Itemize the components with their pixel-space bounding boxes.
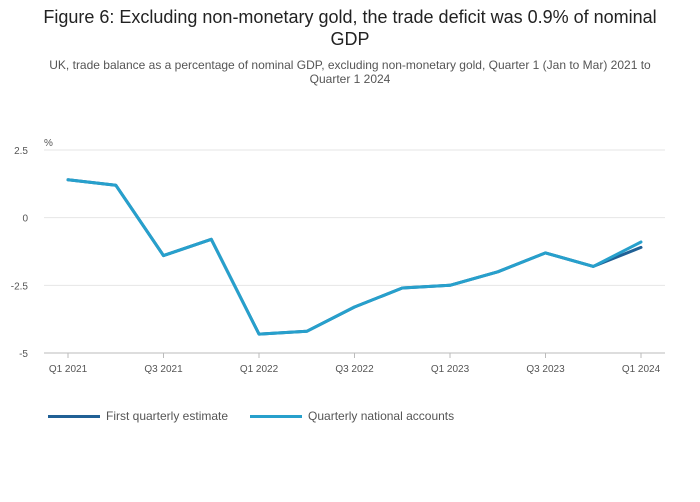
legend-label-quarterly-accounts: Quarterly national accounts [308,409,455,423]
legend: First quarterly estimate Quarterly natio… [48,409,476,423]
y-tick-label: -5 [19,349,28,360]
legend-label-first-estimate: First quarterly estimate [106,409,229,423]
x-tick-label: Q1 2024 [622,364,661,375]
x-tick-label: Q1 2023 [431,364,470,375]
series-line-1 [66,178,643,336]
legend-swatch-first-estimate [48,414,100,418]
x-tick-label: Q1 2021 [49,364,88,375]
y-tick-label: 0 [22,214,28,225]
legend-item-quarterly-accounts[interactable]: Quarterly national accounts [250,409,454,423]
y-axis-unit-label: % [44,138,53,149]
y-tick-label: -2.5 [11,281,29,292]
line-chart: 2.5 0 -2.5 -5% Q1 2021 Q3 2021 Q1 2022 Q3 2022 Q… [11,138,665,375]
chart-title: Figure 6: Excluding non-monetary gold, t… [43,7,657,49]
x-tick-label: Q3 2023 [526,364,565,375]
x-tick-label: Q3 2022 [335,364,374,375]
legend-item-first-estimate[interactable]: First quarterly estimate [48,409,228,423]
y-tick-label: 2.5 [14,146,28,157]
legend-swatch-quarterly-accounts [250,414,303,418]
chart-subtitle: UK, trade balance as a percentage of nom… [49,58,651,86]
x-tick-label: Q1 2022 [240,364,279,375]
x-tick-label: Q3 2021 [144,364,183,375]
